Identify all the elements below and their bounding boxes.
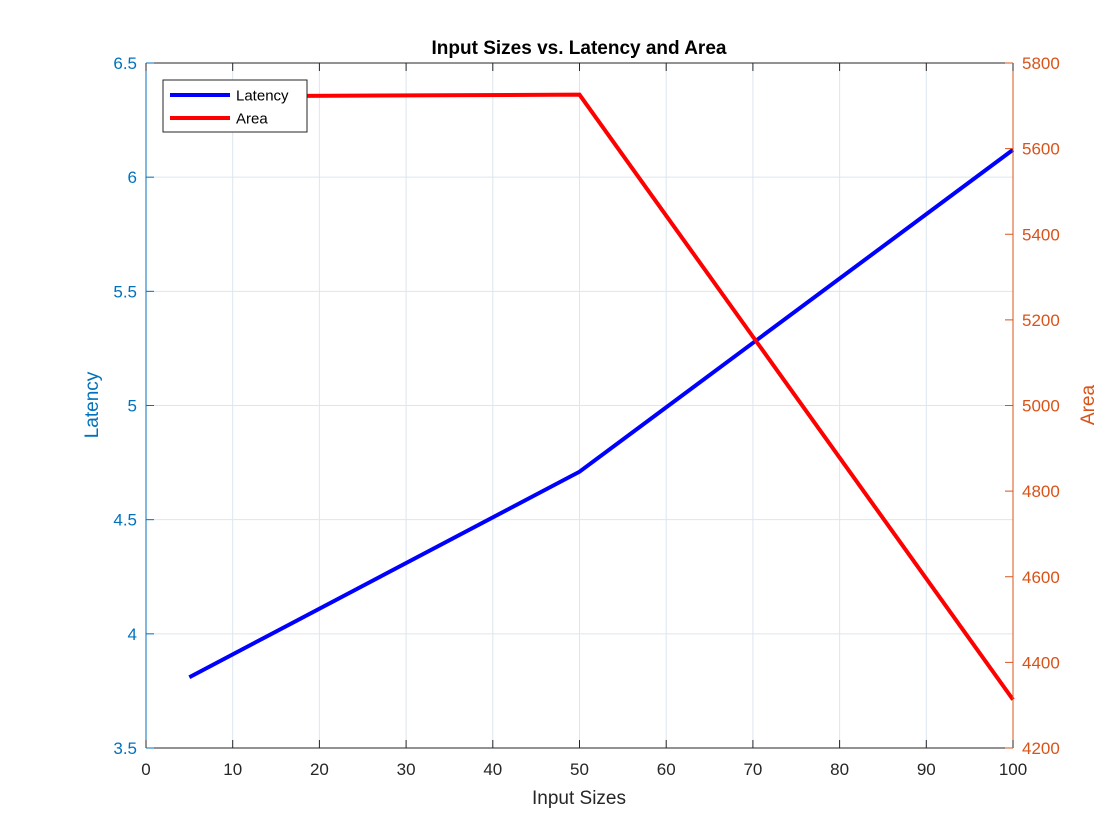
y-right-tick-label: 5400 — [1022, 225, 1060, 244]
legend-label-area: Area — [236, 111, 268, 128]
series-line-latency — [188, 148, 1015, 679]
y-left-tick-label: 3.5 — [113, 739, 137, 758]
x-tick-label: 20 — [310, 760, 329, 779]
y-left-tick-label: 5 — [128, 397, 137, 416]
legend: Latency Area — [162, 79, 308, 133]
y-left-tick-label: 4.5 — [113, 511, 137, 530]
y-right-tick-label: 4400 — [1022, 653, 1060, 672]
x-tick-label: 10 — [223, 760, 242, 779]
x-axis-label: Input Sizes — [532, 788, 626, 809]
y-axis-right-label: Area — [1078, 385, 1099, 426]
x-tick-label: 90 — [917, 760, 936, 779]
x-tick-label: 60 — [657, 760, 676, 779]
y-right-tick-label: 4800 — [1022, 482, 1060, 501]
y-left-tick-label: 4 — [128, 625, 137, 644]
x-tick-label: 70 — [743, 760, 762, 779]
y-axis-left-label: Latency — [82, 371, 103, 438]
series-lines — [188, 92, 1015, 701]
chart-title: Input Sizes vs. Latency and Area — [432, 38, 727, 59]
y-right-tick-label: 5200 — [1022, 311, 1060, 330]
y-left-tick-label: 6.5 — [113, 54, 137, 73]
legend-box — [162, 79, 308, 133]
tick-labels: 0 10 20 30 40 50 60 70 80 90 100 3.5 4 4.5 5 5.5 6 6.5 420… — [113, 54, 1059, 779]
y-right-tick-label: 5600 — [1022, 140, 1060, 159]
y-right-tick-label: 4600 — [1022, 568, 1060, 587]
x-tick-label: 80 — [830, 760, 849, 779]
x-tick-label: 0 — [141, 760, 150, 779]
x-tick-label: 50 — [570, 760, 589, 779]
series-line-area — [189, 92, 1015, 701]
x-tick-label: 100 — [999, 760, 1027, 779]
y-right-tick-label: 5800 — [1022, 54, 1060, 73]
x-tick-label: 40 — [483, 760, 502, 779]
y-left-tick-label: 6 — [128, 168, 137, 187]
x-tick-label: 30 — [397, 760, 416, 779]
legend-label-latency: Latency — [236, 88, 289, 105]
y-right-tick-label: 4200 — [1022, 739, 1060, 758]
axes — [145, 62, 1014, 749]
y-right-tick-label: 5000 — [1022, 397, 1060, 416]
y-left-tick-label: 5.5 — [113, 282, 137, 301]
